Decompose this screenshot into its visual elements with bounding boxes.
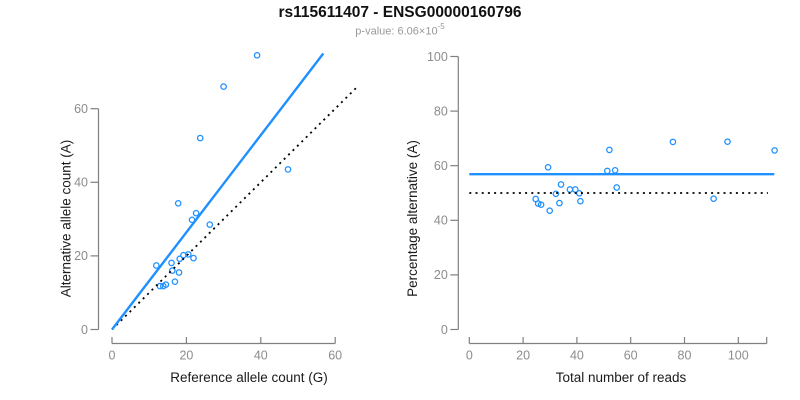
data-point [537,201,545,209]
data-point [175,269,183,276]
data-point [253,51,261,59]
data-point [613,184,621,191]
data-point [724,138,731,146]
data-point [184,251,192,258]
data-point [606,146,613,154]
data-point [192,209,200,217]
data-point [156,282,164,290]
x-axis-title: Total number of reads [556,370,687,385]
y-tick-label: 60 [434,159,448,173]
data-point [174,199,182,207]
fitted-proportion-line [111,52,325,331]
data-point [544,163,552,171]
x-tick-label: 0 [109,349,116,363]
x-tick-label: 40 [254,349,268,363]
x-tick-label: 60 [624,349,638,363]
y-axis-title: Percentage alternative (A) [405,140,420,297]
identity-line [111,84,360,331]
x-tick-label: 60 [328,349,342,363]
pvalue-subtitle: p-value: 6.06×10-5 [0,22,800,38]
data-point [171,278,179,286]
y-tick-label: 60 [74,102,88,116]
data-point [557,181,565,188]
x-tick-label: 0 [466,349,473,363]
y-tick-label: 0 [441,323,448,337]
x-tick-label: 20 [516,349,530,363]
pvalue-text: p-value: 6.06×10 [355,25,438,38]
right-panel-percentage: 0 20 40 60 80 100 0 20 40 60 80 100 Total number of … [405,50,778,385]
data-point [566,186,574,193]
data-point [196,134,204,142]
data-point [771,147,778,154]
y-tick-label: 40 [434,214,448,228]
data-point [168,259,175,267]
y-tick-label: 80 [434,104,448,118]
data-point [220,83,227,90]
x-tick-label: 40 [570,349,584,363]
data-point [206,221,214,228]
data-point [611,166,619,174]
data-point [556,199,563,207]
data-point [162,281,170,288]
y-tick-label: 100 [427,50,448,64]
page-title: rs115611407 - ENSG00000160796 [278,4,522,21]
data-point [603,167,611,175]
x-tick-label: 80 [678,349,692,363]
y-tick-label: 20 [74,249,88,263]
data-point [577,197,584,205]
data-point [546,207,554,215]
data-point [152,262,160,269]
x-axis-title: Reference allele count (G) [170,370,328,385]
x-tick-label: 100 [728,349,749,363]
data-point [284,166,292,173]
y-axis-title: Alternative allele count (A) [59,140,74,298]
data-point [552,190,560,198]
data-point [669,138,677,146]
data-point [710,195,717,203]
y-tick-label: 40 [74,176,88,190]
y-tick-label: 0 [81,323,88,337]
y-tick-label: 20 [434,268,448,282]
data-point [168,267,176,274]
x-tick-label: 20 [179,349,193,363]
pvalue-exponent: -5 [437,22,445,31]
data-point [190,254,197,262]
